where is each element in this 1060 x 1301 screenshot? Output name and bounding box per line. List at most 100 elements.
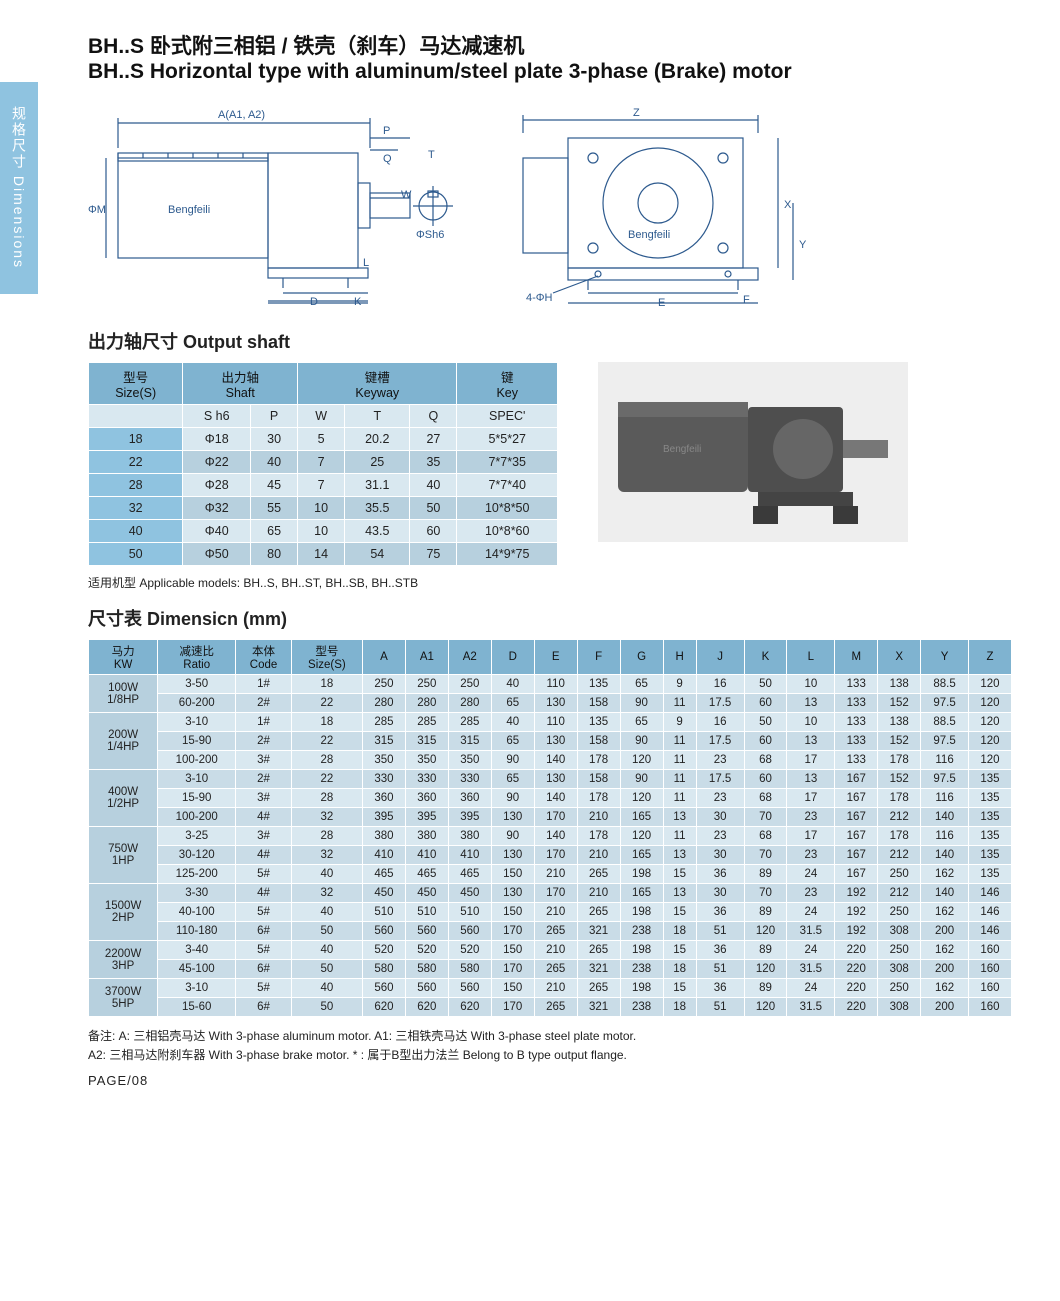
shaft-cell: 7*7*35 bbox=[457, 451, 558, 474]
dim-cell: 315 bbox=[362, 732, 405, 751]
dim-header: A1 bbox=[405, 640, 448, 675]
shaft-subheader: SPEC' bbox=[457, 405, 558, 428]
dim-cell: 23 bbox=[696, 827, 744, 846]
dim-cell: 22 bbox=[291, 770, 362, 789]
dim-cell: 23 bbox=[787, 808, 835, 827]
shaft-cell: Φ22 bbox=[183, 451, 251, 474]
dim-cell: 5# bbox=[236, 941, 292, 960]
dim-cell: 265 bbox=[534, 960, 577, 979]
shaft-subheader: T bbox=[345, 405, 410, 428]
shaft-cell: 80 bbox=[251, 543, 298, 566]
dim-cell: 23 bbox=[787, 846, 835, 865]
dim-cell: 4# bbox=[236, 808, 292, 827]
dim-cell: 265 bbox=[577, 979, 620, 998]
shaft-cell: 10 bbox=[298, 520, 345, 543]
dim-cell: 192 bbox=[835, 922, 878, 941]
shaft-cell: Φ28 bbox=[183, 474, 251, 497]
dim-cell: 32 bbox=[291, 846, 362, 865]
dim-cell: 120 bbox=[968, 694, 1011, 713]
dim-cell: 90 bbox=[620, 770, 663, 789]
dim-cell: 280 bbox=[448, 694, 491, 713]
svg-text:X: X bbox=[784, 199, 792, 211]
dim-cell: 192 bbox=[835, 903, 878, 922]
dim-cell: 11 bbox=[663, 770, 696, 789]
dim-cell: 167 bbox=[835, 846, 878, 865]
dim-cell: 68 bbox=[744, 827, 787, 846]
dim-kw-cell: 2200W3HP bbox=[89, 941, 158, 979]
dim-cell: 560 bbox=[362, 922, 405, 941]
dim-cell: 5# bbox=[236, 903, 292, 922]
svg-text:Bengfeili: Bengfeili bbox=[168, 204, 210, 216]
dim-cell: 560 bbox=[362, 979, 405, 998]
shaft-cell: 7*7*40 bbox=[457, 474, 558, 497]
dim-cell: 40 bbox=[291, 941, 362, 960]
dim-cell: 520 bbox=[448, 941, 491, 960]
dim-cell: 167 bbox=[835, 770, 878, 789]
dim-cell: 158 bbox=[577, 732, 620, 751]
dim-cell: 2# bbox=[236, 694, 292, 713]
dim-cell: 88.5 bbox=[921, 675, 969, 694]
diagram-front-view: ZXYE4-ΦHBengfeiliF bbox=[498, 98, 858, 308]
svg-text:Z: Z bbox=[633, 107, 640, 119]
shaft-cell: 60 bbox=[410, 520, 457, 543]
dim-cell: 178 bbox=[878, 789, 921, 808]
shaft-cell: 35 bbox=[410, 451, 457, 474]
dim-cell: 170 bbox=[491, 960, 534, 979]
shaft-cell: 14*9*75 bbox=[457, 543, 558, 566]
dim-cell: 10 bbox=[787, 675, 835, 694]
dim-cell: 210 bbox=[577, 808, 620, 827]
dim-cell: 315 bbox=[448, 732, 491, 751]
dim-cell: 1# bbox=[236, 675, 292, 694]
dim-cell: 560 bbox=[405, 922, 448, 941]
dim-cell: 238 bbox=[620, 922, 663, 941]
dim-cell: 45-100 bbox=[158, 960, 236, 979]
shaft-cell: 54 bbox=[345, 543, 410, 566]
dim-cell: 120 bbox=[620, 827, 663, 846]
dim-cell: 17 bbox=[787, 827, 835, 846]
shaft-cell: 65 bbox=[251, 520, 298, 543]
dim-cell: 178 bbox=[577, 789, 620, 808]
dim-cell: 90 bbox=[491, 789, 534, 808]
dim-cell: 68 bbox=[744, 789, 787, 808]
product-photo: Bengfeili bbox=[598, 362, 908, 542]
dim-cell: 395 bbox=[448, 808, 491, 827]
dim-cell: 165 bbox=[620, 884, 663, 903]
dim-cell: 3# bbox=[236, 827, 292, 846]
svg-text:ΦM: ΦM bbox=[88, 204, 106, 216]
dim-cell: 212 bbox=[878, 846, 921, 865]
svg-text:Bengfeili: Bengfeili bbox=[628, 229, 670, 241]
dim-cell: 308 bbox=[878, 922, 921, 941]
dim-cell: 11 bbox=[663, 827, 696, 846]
dim-cell: 360 bbox=[448, 789, 491, 808]
dim-cell: 13 bbox=[787, 732, 835, 751]
dim-cell: 265 bbox=[534, 998, 577, 1017]
dim-cell: 265 bbox=[577, 865, 620, 884]
dim-cell: 620 bbox=[448, 998, 491, 1017]
dim-cell: 3# bbox=[236, 789, 292, 808]
dim-kw-cell: 750W1HP bbox=[89, 827, 158, 884]
dim-cell: 11 bbox=[663, 751, 696, 770]
dim-cell: 1# bbox=[236, 713, 292, 732]
dim-cell: 40 bbox=[291, 903, 362, 922]
dim-cell: 15 bbox=[663, 979, 696, 998]
dim-cell: 18 bbox=[663, 998, 696, 1017]
dim-cell: 30-120 bbox=[158, 846, 236, 865]
dim-cell: 24 bbox=[787, 941, 835, 960]
dim-cell: 165 bbox=[620, 846, 663, 865]
dim-cell: 30 bbox=[696, 884, 744, 903]
dim-cell: 280 bbox=[405, 694, 448, 713]
dim-cell: 210 bbox=[534, 941, 577, 960]
dim-cell: 250 bbox=[878, 865, 921, 884]
dim-cell: 9 bbox=[663, 675, 696, 694]
shaft-cell: 7 bbox=[298, 451, 345, 474]
dim-cell: 36 bbox=[696, 865, 744, 884]
dim-cell: 60 bbox=[744, 694, 787, 713]
shaft-cell: 7 bbox=[298, 474, 345, 497]
dim-cell: 30 bbox=[696, 808, 744, 827]
dim-cell: 140 bbox=[534, 827, 577, 846]
dim-cell: 89 bbox=[744, 941, 787, 960]
dim-cell: 135 bbox=[577, 713, 620, 732]
dim-header: D bbox=[491, 640, 534, 675]
shaft-cell: Φ50 bbox=[183, 543, 251, 566]
notes: 备注: A: 三相铝壳马达 With 3-phase aluminum moto… bbox=[88, 1027, 1012, 1065]
